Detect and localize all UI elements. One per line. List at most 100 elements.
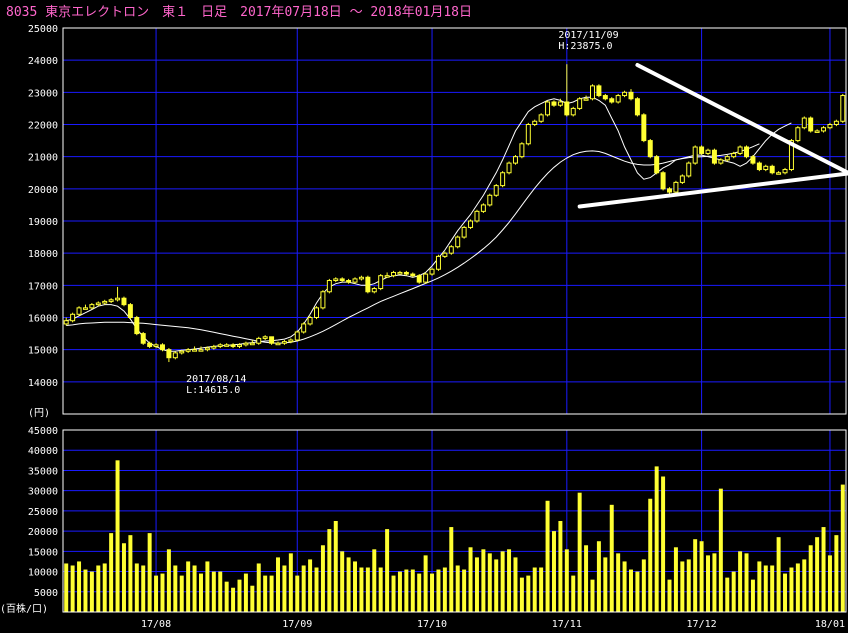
candle [410, 272, 416, 278]
candle-body [166, 349, 172, 359]
volume-bar [641, 559, 646, 612]
candle-body [198, 349, 204, 352]
candle [519, 142, 525, 159]
candle-body [204, 347, 210, 351]
volume-bar [340, 551, 345, 612]
candle [487, 193, 493, 207]
candle-body [763, 165, 769, 171]
volume-bar [224, 581, 229, 612]
price-tick-label: 17000 [28, 281, 58, 292]
volume-bar [763, 565, 768, 612]
volume-bar [198, 573, 203, 612]
volume-bar [231, 587, 236, 612]
candle-body [95, 302, 101, 306]
candle [551, 100, 557, 107]
candle [82, 304, 88, 310]
candle-body [397, 271, 403, 275]
volume-bar [699, 541, 704, 612]
candle-body [660, 172, 666, 190]
candle [127, 303, 133, 320]
volume-bar [276, 557, 280, 612]
candle-body [686, 162, 692, 177]
volume-bar [237, 579, 242, 612]
candle-body [243, 342, 249, 346]
candle [795, 126, 801, 143]
candle [256, 336, 262, 345]
volume-bar [494, 559, 499, 612]
volume-bar [744, 553, 749, 612]
volume-bar [205, 561, 210, 612]
volume-bar [397, 571, 402, 612]
candle-body [288, 339, 294, 343]
candle [339, 277, 345, 283]
candle-body [519, 143, 525, 158]
volume-bar [551, 531, 556, 612]
candle-body [262, 336, 268, 339]
volume-bar [686, 559, 691, 612]
candle-body [442, 252, 448, 257]
volume-bar [718, 488, 723, 612]
candle [378, 274, 384, 291]
volume-tick-label: 35000 [28, 466, 58, 477]
volume-bar [526, 575, 531, 612]
candle-body [352, 278, 358, 283]
candle [596, 84, 602, 98]
candle [423, 272, 429, 284]
volume-bar [712, 553, 717, 612]
candle-body [577, 98, 583, 109]
candle-body [609, 98, 615, 103]
volume-bar [474, 557, 479, 612]
volume-bar [654, 466, 659, 612]
candle-body [147, 342, 153, 347]
candle-body [134, 317, 140, 335]
candle-body [423, 273, 429, 283]
candle-body [371, 288, 377, 293]
volume-bar [571, 575, 576, 612]
volume-bar [693, 539, 698, 612]
candle-body [551, 101, 557, 106]
candle [95, 301, 101, 307]
candle-body [827, 124, 833, 129]
candle-body [269, 336, 275, 344]
candle-body [314, 307, 320, 319]
candle [281, 340, 287, 345]
volume-bar [70, 565, 75, 612]
candle [166, 348, 172, 363]
volume-bar [417, 573, 422, 612]
candle-body [634, 98, 640, 116]
volume-bar [128, 535, 133, 612]
candle-body [378, 275, 384, 290]
volume-bar [731, 571, 736, 612]
volume-bar [102, 563, 107, 612]
candle [628, 89, 634, 101]
volume-tick-label: 10000 [28, 568, 58, 579]
candle-body [500, 172, 506, 187]
candle [577, 97, 583, 111]
volume-bar [776, 537, 781, 612]
candle-body [487, 194, 493, 206]
candle [641, 113, 647, 143]
annotation-text: 2017/08/14 [186, 374, 246, 385]
candle [474, 209, 480, 223]
volume-bar [622, 561, 627, 612]
volume-bar [301, 565, 306, 612]
candle-body [699, 146, 705, 154]
candle [615, 93, 621, 104]
candle-body [512, 156, 518, 164]
volume-bar [250, 585, 255, 612]
price-candles [63, 64, 846, 363]
volume-bar [288, 553, 293, 612]
candle [801, 116, 807, 130]
triangle-trendlines [577, 62, 848, 209]
volume-bar [661, 476, 666, 612]
candle [358, 275, 364, 281]
volume-tick-label: 20000 [28, 527, 58, 538]
candle [352, 277, 358, 284]
volume-tick-label: 25000 [28, 507, 58, 518]
candle [198, 346, 204, 352]
candle-body [339, 278, 345, 282]
candle [500, 171, 506, 188]
candle-body [115, 297, 121, 301]
